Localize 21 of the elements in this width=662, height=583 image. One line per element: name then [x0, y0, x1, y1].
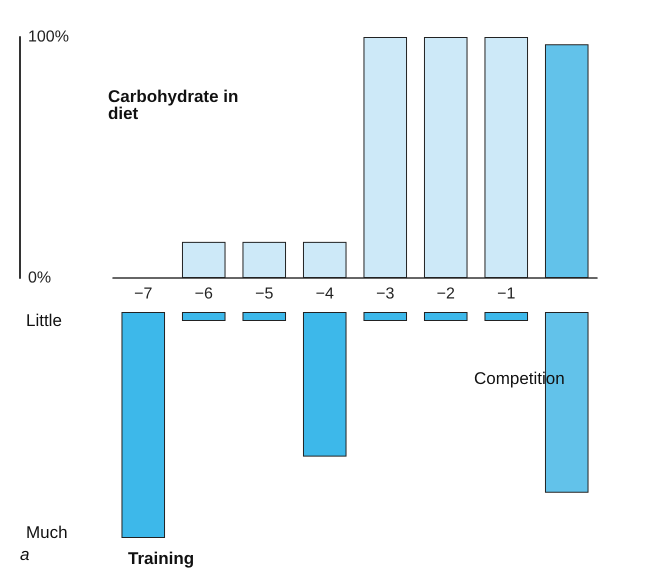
- bar: [302, 242, 347, 278]
- bar: [484, 37, 528, 278]
- bar: [544, 44, 589, 278]
- x-tick-label: −6: [194, 286, 213, 302]
- x-tick-label: −5: [255, 286, 274, 302]
- x-tick-label: −1: [497, 286, 516, 302]
- bar: [363, 37, 408, 278]
- series-label: Training: [128, 549, 194, 568]
- y-tick-label: 0%: [28, 270, 52, 286]
- text: Little: [26, 311, 62, 330]
- bar: [182, 242, 226, 278]
- x-tick-label: −7: [134, 286, 152, 302]
- text: a: [20, 545, 30, 564]
- text: Carbohydrate in diet: [108, 87, 244, 123]
- bar: [242, 242, 286, 278]
- x-tick-label: −4: [316, 286, 334, 302]
- x-tick-label: −2: [436, 286, 455, 302]
- text: Much: [26, 523, 68, 542]
- x-tick-label: −3: [376, 286, 394, 302]
- y-tick-label: 100%: [28, 28, 69, 46]
- bar: [424, 37, 468, 278]
